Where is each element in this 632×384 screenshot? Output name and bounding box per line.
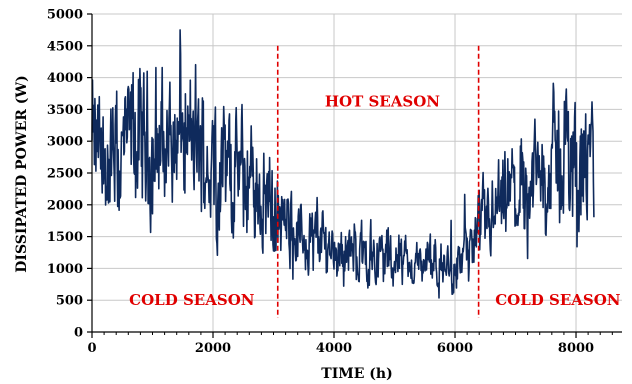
x-tick-label: 8000 <box>558 341 594 356</box>
plot-area <box>91 29 595 318</box>
x-tick-label: 0 <box>87 341 96 356</box>
season-label: COLD SEASON <box>129 291 255 309</box>
x-tick-label: 4000 <box>316 341 352 356</box>
y-tick-label: 1500 <box>47 230 83 245</box>
y-axis-title: DISSIPATED POWER (W) <box>14 75 30 272</box>
power-series-line <box>91 29 595 299</box>
annotations: HOT SEASON COLD SEASON COLD SEASON <box>129 92 621 309</box>
y-tick-label: 5000 <box>47 8 83 23</box>
x-axis-title: TIME (h) <box>321 366 392 382</box>
season-label: HOT SEASON <box>325 92 440 110</box>
season-label: COLD SEASON <box>495 291 621 309</box>
y-tick-label: 3500 <box>47 103 83 118</box>
axes: 0 2000 4000 6000 8000 0 500 1000 1500 2000 2500 300… <box>47 8 622 356</box>
x-tick-label: 2000 <box>195 341 231 356</box>
x-tick-label: 6000 <box>437 341 473 356</box>
y-tick-label: 1000 <box>47 262 83 277</box>
y-tick-label: 3000 <box>47 135 83 150</box>
y-tick-label: 4000 <box>47 71 83 86</box>
y-tick-label: 2500 <box>47 167 83 182</box>
y-tick-label: 500 <box>56 294 83 309</box>
y-tick-label: 4500 <box>47 39 83 54</box>
y-tick-label: 0 <box>74 326 83 341</box>
y-tick-label: 2000 <box>47 198 83 213</box>
